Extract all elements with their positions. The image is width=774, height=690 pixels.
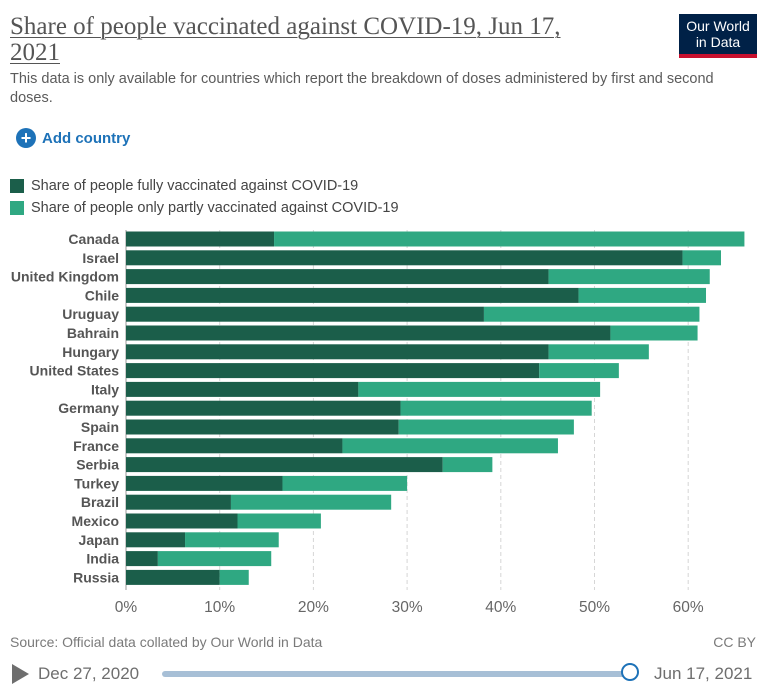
add-country-button[interactable]: + Add country — [16, 128, 130, 148]
bar-fully-vaccinated[interactable] — [126, 344, 549, 360]
category-label: Italy — [91, 381, 119, 397]
bar-partly-vaccinated[interactable] — [548, 269, 710, 285]
bar-partly-vaccinated[interactable] — [157, 551, 272, 567]
bar-fully-vaccinated[interactable] — [126, 325, 611, 341]
category-label: Germany — [58, 400, 119, 416]
category-label: India — [86, 551, 119, 567]
timeline: Dec 27, 2020 Jun 17, 2021 — [0, 660, 774, 690]
timeline-track[interactable] — [162, 671, 630, 677]
x-tick-label: 0% — [115, 599, 138, 616]
category-label: Serbia — [76, 457, 119, 473]
source-note: Source: Official data collated by Our Wo… — [10, 634, 323, 650]
bar-partly-vaccinated[interactable] — [400, 400, 592, 416]
bar-fully-vaccinated[interactable] — [126, 269, 549, 285]
bar-fully-vaccinated[interactable] — [126, 400, 401, 416]
category-label: Brazil — [81, 494, 119, 510]
bars — [126, 231, 745, 585]
bar-partly-vaccinated[interactable] — [219, 569, 249, 585]
bar-partly-vaccinated[interactable] — [342, 438, 558, 454]
play-icon[interactable] — [12, 664, 29, 684]
bar-partly-vaccinated[interactable] — [442, 457, 493, 473]
category-label: United States — [30, 363, 120, 379]
category-label: Japan — [79, 532, 119, 548]
license-link[interactable]: CC BY — [713, 634, 756, 650]
bar-fully-vaccinated[interactable] — [126, 457, 443, 473]
category-label: Spain — [81, 419, 119, 435]
bar-chart: Canada Israel United Kingdom Chile Uruguay Ba… — [11, 230, 745, 616]
bar-fully-vaccinated[interactable] — [126, 438, 343, 454]
bar-fully-vaccinated[interactable] — [126, 250, 683, 266]
timeline-start-date[interactable]: Dec 27, 2020 — [38, 664, 140, 683]
bar-partly-vaccinated[interactable] — [539, 363, 619, 379]
bar-partly-vaccinated[interactable] — [282, 475, 408, 491]
bar-fully-vaccinated[interactable] — [126, 532, 186, 548]
legend-item-partly[interactable]: Share of people only partly vaccinated a… — [10, 197, 399, 219]
category-label: Canada — [68, 231, 119, 247]
x-tick-label: 50% — [579, 599, 610, 616]
x-tick-label: 40% — [485, 599, 516, 616]
timeline-end-date[interactable]: Jun 17, 2021 — [654, 664, 753, 683]
category-label: Israel — [82, 250, 119, 266]
bar-fully-vaccinated[interactable] — [126, 381, 359, 397]
bar-partly-vaccinated[interactable] — [230, 494, 392, 510]
bar-fully-vaccinated[interactable] — [126, 363, 540, 379]
category-label: Turkey — [74, 475, 119, 491]
bar-partly-vaccinated[interactable] — [358, 381, 601, 397]
x-tick-label: 60% — [673, 599, 704, 616]
bar-partly-vaccinated[interactable] — [578, 287, 707, 303]
category-label: Bahrain — [67, 325, 119, 341]
legend-item-fully[interactable]: Share of people fully vaccinated against… — [10, 175, 399, 197]
category-label: United Kingdom — [11, 269, 119, 285]
bar-partly-vaccinated[interactable] — [185, 532, 279, 548]
bar-fully-vaccinated[interactable] — [126, 419, 399, 435]
category-label: Mexico — [72, 513, 119, 529]
legend-label-partly: Share of people only partly vaccinated a… — [31, 200, 399, 216]
bar-fully-vaccinated[interactable] — [126, 287, 579, 303]
legend: Share of people fully vaccinated against… — [10, 175, 399, 219]
bar-partly-vaccinated[interactable] — [483, 306, 700, 322]
timeline-handle[interactable] — [621, 663, 639, 681]
bar-partly-vaccinated[interactable] — [398, 419, 574, 435]
bar-partly-vaccinated[interactable] — [237, 513, 321, 529]
legend-swatch-fully — [10, 179, 24, 193]
category-label: France — [73, 438, 119, 454]
x-tick-label: 10% — [204, 599, 235, 616]
x-tick-labels: 0% 10% 20% 30% 40% 50% 60% — [115, 599, 704, 616]
bar-fully-vaccinated[interactable] — [126, 231, 275, 247]
bar-partly-vaccinated[interactable] — [682, 250, 721, 266]
logo-line-2: in Data — [695, 34, 741, 50]
bar-fully-vaccinated[interactable] — [126, 494, 231, 510]
add-country-label: Add country — [42, 129, 131, 147]
category-labels: Canada Israel United Kingdom Chile Uruguay Ba… — [11, 231, 119, 585]
x-tick-label: 20% — [298, 599, 329, 616]
x-tick-label: 30% — [392, 599, 423, 616]
legend-label-fully: Share of people fully vaccinated against… — [31, 178, 359, 194]
bar-partly-vaccinated[interactable] — [610, 325, 698, 341]
bar-fully-vaccinated[interactable] — [126, 551, 158, 567]
owid-logo[interactable]: Our World in Data — [679, 14, 757, 58]
bar-partly-vaccinated[interactable] — [274, 231, 745, 247]
bar-partly-vaccinated[interactable] — [548, 344, 649, 360]
logo-line-1: Our World — [686, 18, 750, 34]
bar-fully-vaccinated[interactable] — [126, 306, 484, 322]
category-label: Hungary — [62, 344, 119, 360]
chart-subtitle: This data is only available for countrie… — [10, 71, 714, 106]
category-label: Russia — [73, 569, 119, 585]
plus-circle-icon: + — [16, 128, 36, 148]
bar-fully-vaccinated[interactable] — [126, 475, 283, 491]
bar-fully-vaccinated[interactable] — [126, 513, 238, 529]
category-label: Uruguay — [62, 306, 119, 322]
legend-swatch-partly — [10, 201, 24, 215]
bar-fully-vaccinated[interactable] — [126, 569, 220, 585]
category-label: Chile — [85, 287, 119, 303]
chart-title: Share of people vaccinated against COVID… — [10, 13, 561, 66]
